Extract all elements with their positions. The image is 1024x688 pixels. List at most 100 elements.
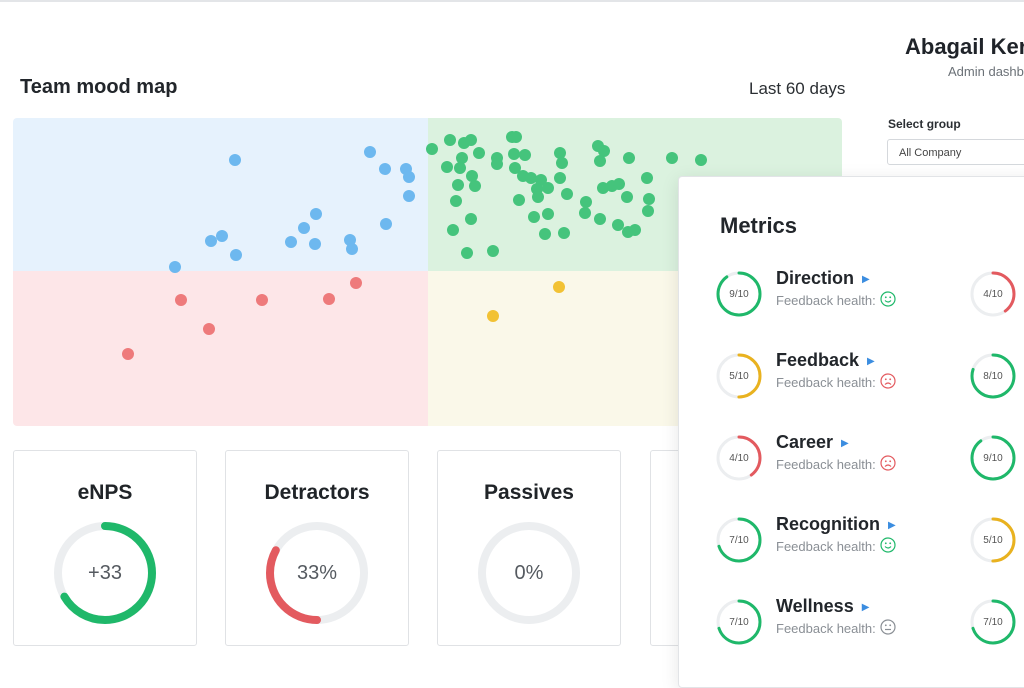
mood-dot-green[interactable] (539, 228, 551, 240)
mood-dot-blue[interactable] (379, 163, 391, 175)
mood-dot-green[interactable] (426, 143, 438, 155)
mood-dot-blue[interactable] (310, 208, 322, 220)
mood-dot-green[interactable] (558, 227, 570, 239)
mood-dot-green[interactable] (612, 219, 624, 231)
mood-dot-blue[interactable] (205, 235, 217, 247)
mood-dot-green[interactable] (532, 191, 544, 203)
mood-dot-yellow[interactable] (487, 310, 499, 322)
score-value: 4/10 (729, 452, 749, 464)
mood-dot-green[interactable] (621, 191, 633, 203)
mood-dot-green[interactable] (469, 180, 481, 192)
mood-dot-green[interactable] (513, 194, 525, 206)
mood-dot-green[interactable] (441, 161, 453, 173)
period-filter[interactable]: Last 60 days (749, 79, 846, 98)
mood-dot-red[interactable] (350, 277, 362, 289)
mood-dot-green[interactable] (454, 162, 466, 174)
mood-dot-blue[interactable] (403, 190, 415, 202)
mood-dot-green[interactable] (643, 193, 655, 205)
mood-dot-blue[interactable] (403, 171, 415, 183)
metric-row-wellness[interactable]: 7/10 Wellness ▶ Feedback health: (715, 596, 1015, 648)
mood-dot-green[interactable] (556, 157, 568, 169)
mood-dot-green[interactable] (535, 174, 547, 186)
mood-dot-green[interactable] (450, 195, 462, 207)
mood-dot-green[interactable] (542, 208, 554, 220)
mood-dot-blue[interactable] (285, 236, 297, 248)
mood-dot-green[interactable] (666, 152, 678, 164)
metric-row-direction[interactable]: 9/10 Direction ▶ Feedback health: (715, 268, 1015, 320)
mood-dot-green[interactable] (473, 147, 485, 159)
mood-dot-blue[interactable] (346, 243, 358, 255)
score-ring-secondary (969, 434, 1017, 482)
metric-name[interactable]: Career ▶ (776, 432, 849, 453)
mood-dot-green[interactable] (444, 134, 456, 146)
mood-dot-green[interactable] (508, 148, 520, 160)
passives-value: 0% (514, 561, 544, 584)
mood-dot-green[interactable] (461, 247, 473, 259)
mood-dot-green[interactable] (509, 162, 521, 174)
mood-dot-red[interactable] (203, 323, 215, 335)
mood-dot-green[interactable] (466, 170, 478, 182)
mood-dot-green[interactable] (554, 172, 566, 184)
mood-dot-green[interactable] (519, 149, 531, 161)
metric-name[interactable]: Direction ▶ (776, 268, 870, 289)
mood-dot-green[interactable] (623, 152, 635, 164)
mood-dot-green[interactable] (525, 172, 537, 184)
mood-dot-green[interactable] (580, 196, 592, 208)
mood-dot-red[interactable] (256, 294, 268, 306)
mood-dot-green[interactable] (642, 205, 654, 217)
sad-face-icon (880, 373, 896, 389)
mood-dot-green[interactable] (641, 172, 653, 184)
mood-dot-green[interactable] (695, 154, 707, 166)
mood-dot-green[interactable] (613, 178, 625, 190)
mood-dot-blue[interactable] (298, 222, 310, 234)
mood-dot-blue[interactable] (380, 218, 392, 230)
mood-dot-blue[interactable] (229, 154, 241, 166)
mood-dot-blue[interactable] (169, 261, 181, 273)
mood-dot-green[interactable] (528, 211, 540, 223)
play-arrow-icon[interactable]: ▶ (862, 274, 870, 285)
metric-name[interactable]: Recognition ▶ (776, 514, 896, 535)
mood-dot-green[interactable] (594, 213, 606, 225)
play-arrow-icon[interactable]: ▶ (861, 602, 870, 613)
play-arrow-icon[interactable]: ▶ (888, 520, 896, 531)
mood-dot-blue[interactable] (344, 234, 356, 246)
mood-dot-green[interactable] (447, 224, 459, 236)
metric-row-feedback[interactable]: 5/10 Feedback ▶ Feedback health: (715, 350, 1015, 402)
feedback-health-label: Feedback health: (776, 457, 876, 472)
mood-dot-green[interactable] (594, 155, 606, 167)
mood-dot-blue[interactable] (230, 249, 242, 261)
mood-dot-blue[interactable] (216, 230, 228, 242)
mood-dot-blue[interactable] (364, 146, 376, 158)
metric-name[interactable]: Feedback ▶ (776, 350, 875, 371)
mood-dot-red[interactable] (323, 293, 335, 305)
mood-dot-green[interactable] (629, 224, 641, 236)
mood-dot-green[interactable] (597, 182, 609, 194)
mood-dot-green[interactable] (465, 213, 477, 225)
group-select[interactable]: All Company (887, 139, 1024, 165)
score-ring (715, 516, 763, 564)
play-arrow-icon[interactable]: ▶ (841, 438, 849, 449)
score-value: 5/10 (729, 370, 749, 382)
metric-name[interactable]: Wellness ▶ (776, 596, 869, 617)
mood-dot-blue[interactable] (309, 238, 321, 250)
mood-dot-red[interactable] (122, 348, 134, 360)
metric-row-career[interactable]: 4/10 Career ▶ Feedback health: (715, 432, 1015, 484)
mood-dot-green[interactable] (510, 131, 522, 143)
mood-dot-green[interactable] (554, 147, 566, 159)
mood-dot-green[interactable] (542, 182, 554, 194)
play-arrow-icon[interactable]: ▶ (867, 356, 875, 367)
mood-dot-green[interactable] (487, 245, 499, 257)
mood-dot-green[interactable] (598, 145, 610, 157)
mood-dot-green[interactable] (561, 188, 573, 200)
metric-row-recognition[interactable]: 7/10 Recognition ▶ Feedback health: (715, 514, 1015, 566)
score-value: 7/10 (729, 534, 749, 546)
metrics-title: Metrics (720, 213, 798, 238)
mood-dot-green[interactable] (456, 152, 468, 164)
mood-dot-green[interactable] (465, 134, 477, 146)
mood-dot-red[interactable] (175, 294, 187, 306)
mood-dot-green[interactable] (452, 179, 464, 191)
score-ring-secondary (969, 270, 1017, 318)
mood-dot-yellow[interactable] (553, 281, 565, 293)
mood-dot-green[interactable] (491, 158, 503, 170)
mood-dot-green[interactable] (579, 207, 591, 219)
